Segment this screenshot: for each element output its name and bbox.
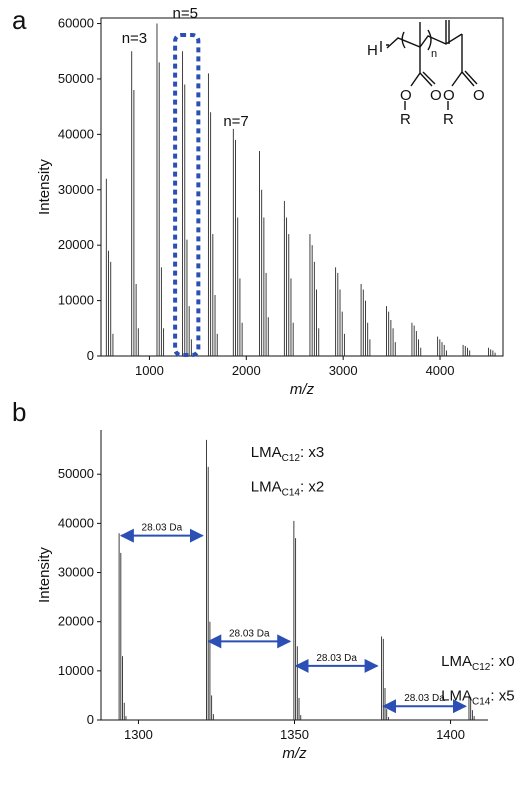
bracket-left-icon — [380, 41, 389, 52]
panel-a-y-axis-label: Intensity — [36, 159, 53, 215]
structure-ester-o-left: O — [400, 87, 412, 104]
panel-a-annotations: n=3 n=5 n=7 — [122, 5, 249, 357]
peak-series-annotation: n=3 — [122, 30, 147, 47]
polymer-structure-diagram — [380, 20, 478, 110]
panel-a-x-axis-label: m/z — [290, 381, 315, 398]
panel-b-spectrum: 1300 1350 1400 0 10000 20000 30000 40000 50000 2… — [36, 430, 515, 762]
composition-label: LMAC12: x0 — [441, 653, 514, 673]
composition-label: LMAC12: x3 — [251, 444, 324, 464]
b-y-tick-label: 40000 — [58, 515, 94, 530]
panel-label-a: a — [12, 5, 27, 35]
mass-difference-label: 28.03 Da — [142, 523, 183, 534]
mass-difference-label: 28.03 Da — [229, 628, 270, 639]
panel-b-y-axis-label: Intensity — [36, 547, 53, 603]
a-x-tick-label: 4000 — [426, 363, 455, 378]
b-y-tick-label: 20000 — [58, 614, 94, 629]
b-y-tick-label: 50000 — [58, 466, 94, 481]
vinylidene-bond — [445, 20, 450, 44]
backbone-bonds — [386, 33, 463, 49]
mass-difference-label: 28.03 Da — [404, 693, 445, 704]
structure-h-atom: H — [367, 42, 378, 59]
panel-a-axes: 1000 2000 3000 4000010000200003000040000500… — [58, 16, 504, 378]
panel-a-peaks — [105, 23, 496, 356]
n5-highlight-box — [173, 33, 201, 357]
b-x-tick-label: 1350 — [280, 727, 309, 742]
b-y-tick-label: 0 — [87, 712, 94, 727]
composition-label: LMAC14: x2 — [251, 478, 324, 498]
a-y-tick-label: 30000 — [58, 182, 94, 197]
panel-b-axes: 1300 1350 1400 0 10000 20000 30000 40000 50000 — [58, 430, 488, 742]
structure-carbonyl-o-right: O — [473, 87, 485, 104]
mass-difference-label: 28.03 Da — [316, 653, 357, 664]
a-y-tick-label: 0 — [87, 348, 94, 363]
left-carbonyl-bond — [419, 71, 436, 87]
b-y-tick-label: 30000 — [58, 565, 94, 580]
a-plot-frame — [100, 17, 504, 357]
left-ester-bond — [410, 47, 421, 87]
a-x-tick-label: 1000 — [135, 363, 164, 378]
structure-r-group-left: R — [400, 111, 411, 128]
panel-b-peaks — [118, 439, 475, 720]
structure-carbonyl-o-left: O — [430, 87, 442, 104]
structure-r-group-right: R — [443, 111, 454, 128]
panel-label-b: b — [12, 397, 26, 427]
repeat-bracket-icon — [401, 29, 432, 51]
structure-repeat-index: n — [431, 48, 437, 60]
right-carbonyl-bond — [461, 70, 478, 87]
a-y-tick-label: 10000 — [58, 293, 94, 308]
right-ester-bond — [451, 34, 463, 87]
structure-labels: H n O O O O R R — [367, 42, 485, 128]
alkyl-bonds — [404, 101, 449, 110]
structure-ester-o-right: O — [443, 87, 455, 104]
a-y-tick-label: 20000 — [58, 237, 94, 252]
composition-label: LMAC14: x5 — [441, 687, 514, 707]
panel-b-composition-labels: LMAC12: x3 LMAC14: x2 LMAC12: x0 LMAC14: x5 — [251, 444, 515, 707]
peak-series-annotation: n=7 — [223, 113, 248, 130]
b-x-tick-label: 1300 — [124, 727, 153, 742]
a-y-tick-label: 50000 — [58, 71, 94, 86]
a-y-tick-label: 40000 — [58, 126, 94, 141]
a-y-tick-label: 60000 — [58, 16, 94, 31]
peak-series-annotation: n=5 — [173, 5, 198, 22]
b-y-tick-label: 10000 — [58, 663, 94, 678]
panel-a-spectrum: 1000 2000 3000 4000010000200003000040000500… — [36, 5, 504, 398]
a-x-tick-label: 2000 — [232, 363, 261, 378]
panel-b-mass-difference-arrows: 28.03 Da 28.03 Da 28.03 Da 28.03 Da — [119, 523, 467, 714]
panel-b-x-axis-label: m/z — [282, 745, 307, 762]
b-x-tick-label: 1400 — [436, 727, 465, 742]
a-x-tick-label: 3000 — [329, 363, 358, 378]
